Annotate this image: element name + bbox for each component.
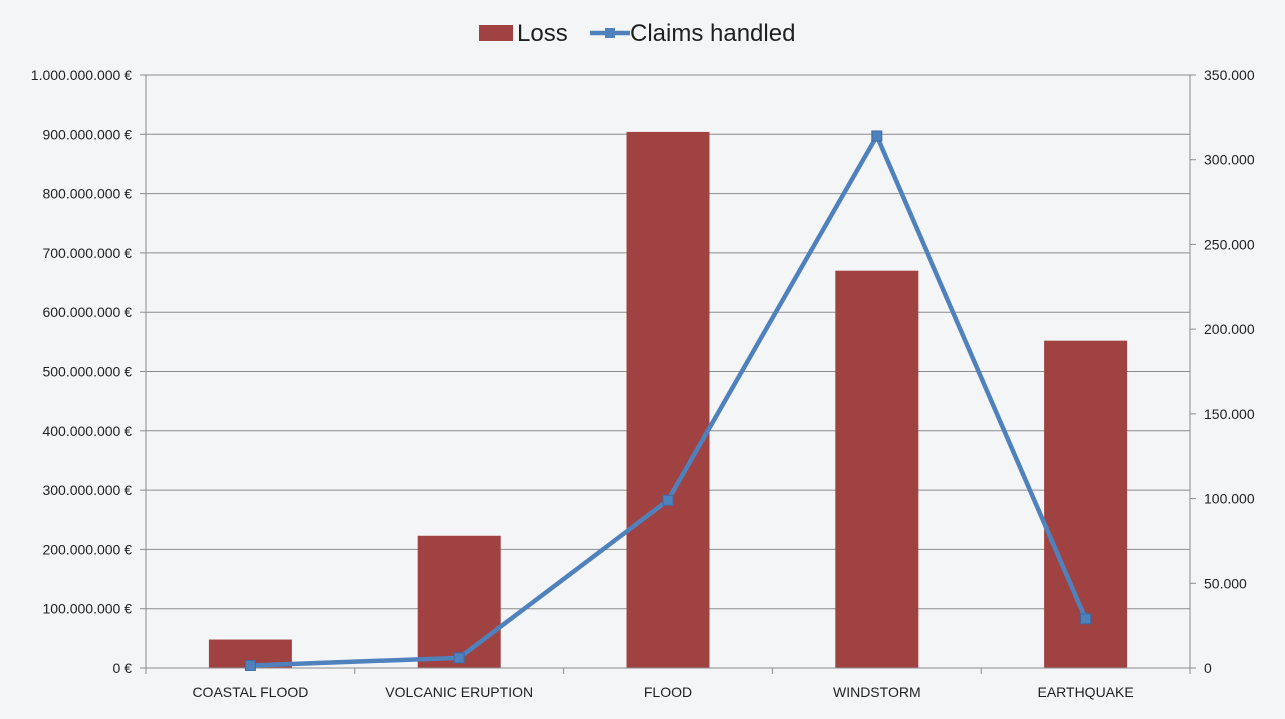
bar-loss xyxy=(626,131,710,669)
x-tick-label: EARTHQUAKE xyxy=(1037,684,1133,700)
point-claims-handled xyxy=(453,652,465,664)
point-claims-handled xyxy=(871,130,883,142)
y-left-tick-label: 500.000.000 € xyxy=(42,364,132,380)
legend-label-claims-handled: Claims handled xyxy=(630,20,795,47)
y-right-tick-label: 100.000 xyxy=(1204,491,1255,507)
y-left-tick-label: 100.000.000 € xyxy=(42,601,132,617)
y-right-tick-label: 250.000 xyxy=(1204,236,1255,252)
bar-loss xyxy=(417,535,501,668)
legend-swatch-loss xyxy=(479,25,513,41)
y-right-tick-label: 300.000 xyxy=(1204,152,1255,168)
y-left-tick-label: 1.000.000.000 € xyxy=(31,67,132,83)
point-claims-handled xyxy=(662,494,674,506)
x-tick-label: VOLCANIC ERUPTION xyxy=(385,684,533,700)
y-left-tick-label: 900.000.000 € xyxy=(42,126,132,142)
x-tick-label: WINDSTORM xyxy=(833,684,921,700)
point-claims-handled xyxy=(1080,613,1092,625)
bar-loss xyxy=(835,270,919,668)
legend-label-loss: Loss xyxy=(517,20,568,47)
y-left-tick-label: 400.000.000 € xyxy=(42,423,132,439)
y-left-tick-label: 300.000.000 € xyxy=(42,482,132,498)
legend-marker-claims xyxy=(605,28,615,38)
legend: Loss Claims handled xyxy=(479,20,795,47)
y-right-tick-label: 350.000 xyxy=(1204,67,1255,83)
bar-series xyxy=(208,131,1128,669)
y-right-tick-label: 200.000 xyxy=(1204,321,1255,337)
y-right-tick-label: 0 xyxy=(1204,660,1212,676)
y-right-tick-label: 150.000 xyxy=(1204,406,1255,422)
y-left-tick-label: 600.000.000 € xyxy=(42,304,132,320)
axes xyxy=(140,74,1196,674)
y-left-tick-label: 800.000.000 € xyxy=(42,186,132,202)
y-left-tick-label: 700.000.000 € xyxy=(42,245,132,261)
y-left-tick-label: 200.000.000 € xyxy=(42,541,132,557)
line-series xyxy=(244,130,1092,671)
x-tick-label: COASTAL FLOOD xyxy=(192,684,308,700)
point-claims-handled xyxy=(244,659,256,671)
tick-labels: 0 € 100.000.000 € 200.000.000 € 300.000.000… xyxy=(31,67,1255,700)
y-right-tick-label: 50.000 xyxy=(1204,575,1247,591)
y-left-tick-label: 0 € xyxy=(113,660,133,676)
x-tick-label: FLOOD xyxy=(644,684,692,700)
